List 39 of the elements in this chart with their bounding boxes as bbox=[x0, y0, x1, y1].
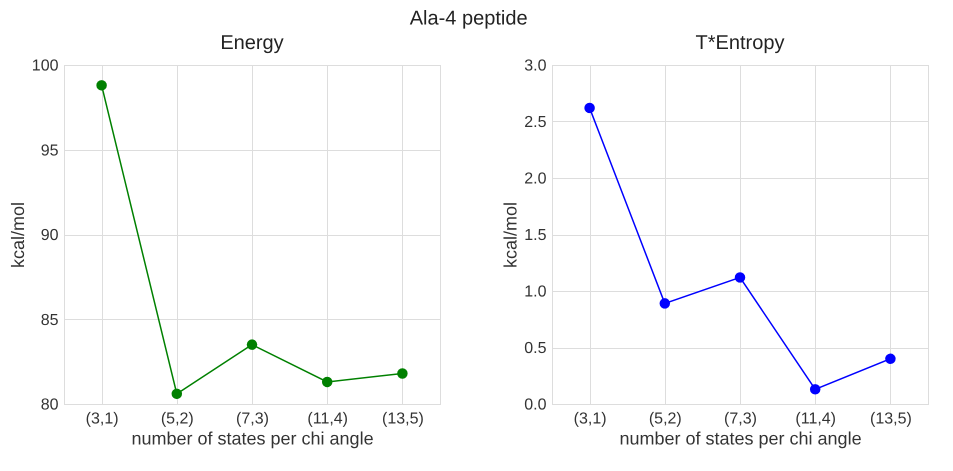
x-axis-title: number of states per chi angle bbox=[619, 428, 862, 448]
x-tick-label: (11,4) bbox=[307, 410, 348, 428]
y-tick-label: 100 bbox=[32, 58, 59, 74]
point bbox=[96, 80, 107, 91]
point bbox=[885, 354, 896, 364]
y-tick-label: 1.0 bbox=[524, 284, 547, 300]
y-tick-label: 2.5 bbox=[524, 114, 547, 131]
x-axis-title: number of states per chi angle bbox=[131, 428, 374, 448]
x-tick-label: (3,1) bbox=[86, 410, 119, 428]
y-tick-label: 1.5 bbox=[524, 227, 547, 244]
point bbox=[584, 102, 595, 114]
point bbox=[734, 272, 746, 283]
x-tick-label: (5,2) bbox=[160, 410, 194, 428]
point bbox=[246, 339, 258, 350]
x-tick-label: (13,5) bbox=[382, 410, 424, 428]
y-tick-label: 90 bbox=[40, 227, 59, 244]
y-axis-title: kcal/mol bbox=[8, 202, 28, 268]
point bbox=[810, 384, 820, 395]
x-tick-label: (7,3) bbox=[724, 410, 757, 428]
x-tick-label: (11,4) bbox=[795, 410, 836, 428]
point bbox=[172, 388, 182, 400]
y-tick-label: 95 bbox=[40, 142, 59, 160]
point bbox=[660, 298, 670, 309]
y-tick-label: 3.0 bbox=[524, 58, 547, 74]
point bbox=[397, 368, 408, 379]
chart-title: T*Entropy bbox=[696, 32, 784, 54]
y-tick-label: 0.0 bbox=[524, 396, 547, 414]
x-tick-label: (3,1) bbox=[574, 410, 607, 428]
point bbox=[322, 376, 332, 388]
text: Ala-4 peptide bbox=[410, 8, 528, 30]
y-axis-title: kcal/mol bbox=[500, 202, 520, 268]
x-tick-label: (7,3) bbox=[236, 410, 269, 428]
y-tick-label: 0.5 bbox=[524, 340, 547, 357]
y-tick-label: 85 bbox=[40, 312, 59, 329]
y-tick-label: 80 bbox=[40, 396, 59, 414]
y-tick-label: 2.0 bbox=[524, 170, 547, 188]
chart-title: Energy bbox=[220, 32, 284, 54]
x-tick-label: (5,2) bbox=[648, 410, 682, 428]
x-tick-label: (13,5) bbox=[870, 410, 912, 428]
